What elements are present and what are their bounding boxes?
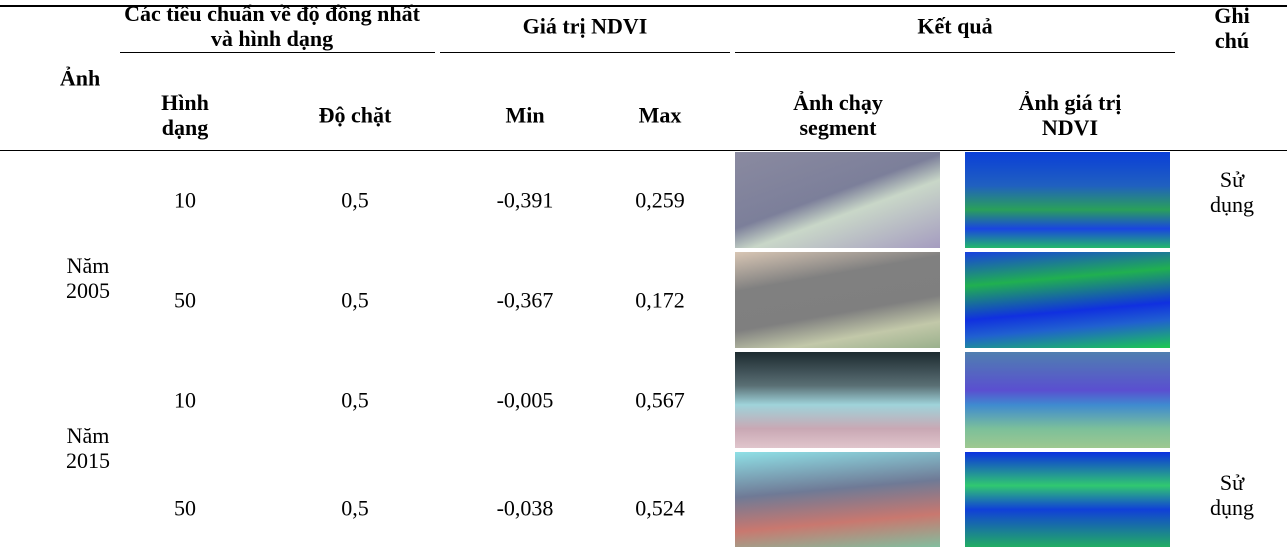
header-cell: Ảnh — [59, 65, 101, 91]
header-cell: Ghi chú — [1214, 3, 1250, 53]
year-cell: Năm 2015 — [66, 423, 110, 473]
data-cell: 0,172 — [635, 287, 685, 313]
data-cell: -0,391 — [496, 187, 554, 213]
data-cell: 10 — [174, 187, 196, 213]
rule — [120, 52, 435, 53]
ndvi-image — [965, 352, 1170, 448]
header-cell: Min — [505, 102, 545, 128]
data-cell: -0,005 — [496, 387, 554, 413]
data-cell: 0,567 — [635, 387, 685, 413]
header-cell: Hình dạng — [161, 90, 209, 140]
segment-image — [735, 252, 940, 348]
segment-image — [735, 152, 940, 248]
note-cell: Sử dụng — [1210, 167, 1254, 217]
header-cell: Max — [638, 102, 682, 128]
data-cell: 0,259 — [635, 187, 685, 213]
data-cell: -0,038 — [496, 495, 554, 521]
segment-image — [735, 452, 940, 547]
data-cell: 0,524 — [635, 495, 685, 521]
data-cell: 50 — [174, 287, 196, 313]
ndvi-image — [965, 452, 1170, 547]
header-cell: Ảnh chạy segment — [793, 90, 883, 140]
header-cell: Kết quả — [917, 13, 993, 39]
data-cell: 0,5 — [341, 495, 369, 521]
rule — [0, 150, 1287, 151]
header-cell: Các tiêu chuẩn về độ đồng nhất và hình d… — [124, 1, 420, 51]
rule — [440, 52, 730, 53]
header-cell: Ảnh giá trị NDVI — [1018, 90, 1122, 140]
ndvi-image — [965, 152, 1170, 248]
data-cell: 0,5 — [341, 187, 369, 213]
data-cell: 10 — [174, 387, 196, 413]
data-cell: 0,5 — [341, 287, 369, 313]
data-cell: -0,367 — [496, 287, 554, 313]
header-cell: Độ chặt — [318, 102, 392, 128]
year-cell: Năm 2005 — [66, 253, 110, 303]
data-cell: 50 — [174, 495, 196, 521]
segment-image — [735, 352, 940, 448]
data-cell: 0,5 — [341, 387, 369, 413]
ndvi-image — [965, 252, 1170, 348]
rule — [0, 5, 1287, 7]
note-cell: Sử dụng — [1210, 470, 1254, 520]
rule — [735, 52, 1175, 53]
header-cell: Giá trị NDVI — [522, 13, 648, 39]
